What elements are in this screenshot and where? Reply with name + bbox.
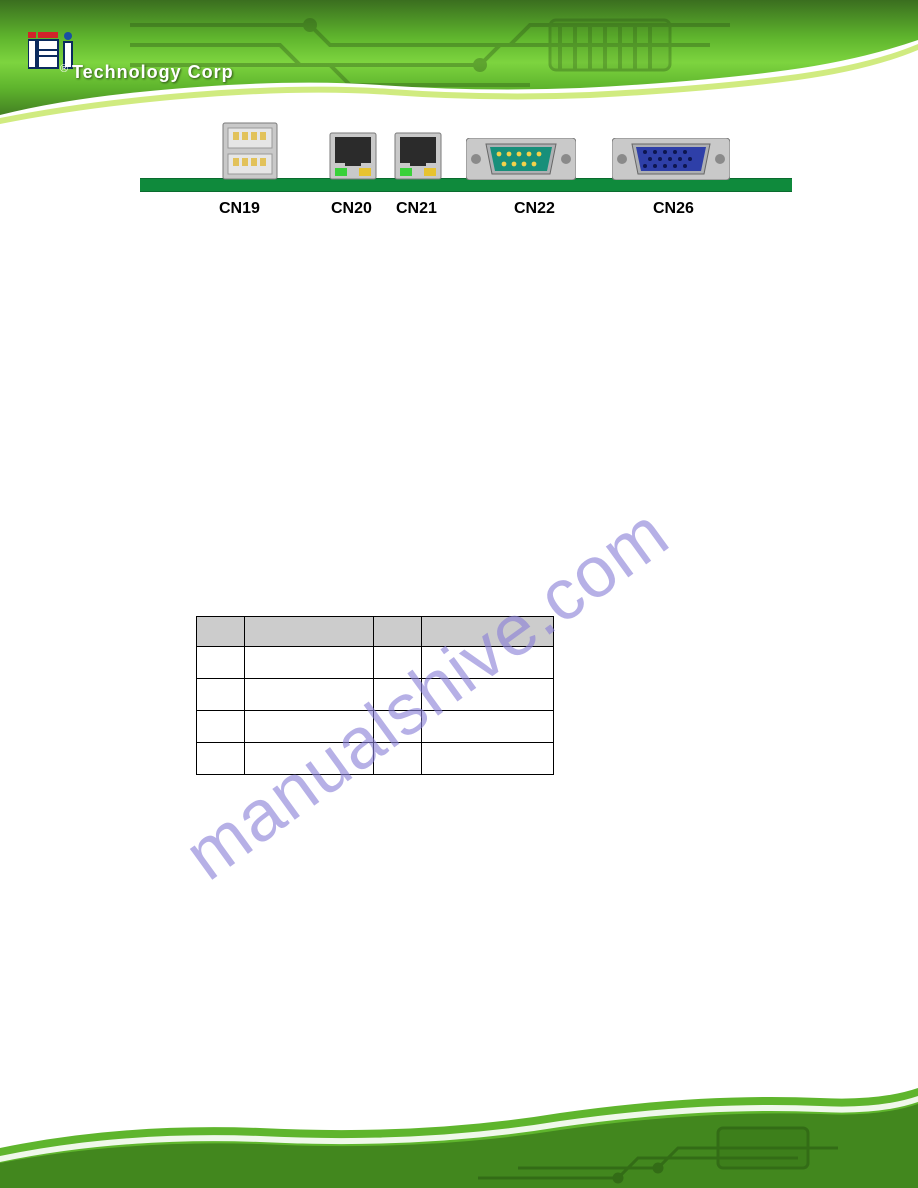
usb-stack-connector (222, 122, 278, 180)
table-row (197, 647, 554, 679)
pcb-edge (140, 178, 792, 192)
table-header-row (197, 617, 554, 647)
th-pin-a (197, 617, 245, 647)
label-cn20: CN20 (331, 200, 372, 218)
label-cn22: CN22 (514, 200, 555, 218)
table-row (197, 679, 554, 711)
footer-background (0, 1068, 918, 1188)
footer-circuit-traces (418, 1088, 918, 1188)
th-desc-b (422, 617, 554, 647)
table-row (197, 743, 554, 775)
label-cn19: CN19 (219, 200, 260, 218)
brand-logo (28, 32, 76, 77)
label-cn26: CN26 (653, 200, 694, 218)
header-circuit-traces (130, 15, 918, 95)
registered-mark: ® (60, 63, 68, 75)
th-desc-a (244, 617, 374, 647)
brand-text: Technology Corp (72, 62, 234, 83)
de9-serial-connector (466, 138, 576, 180)
table-row (197, 711, 554, 743)
pin-definitions-table (196, 616, 554, 775)
th-pin-b (374, 617, 422, 647)
rj45-connector-cn21 (394, 132, 442, 180)
label-cn21: CN21 (396, 200, 437, 218)
vga-connector (612, 138, 730, 180)
rj45-connector-cn20 (329, 132, 377, 180)
